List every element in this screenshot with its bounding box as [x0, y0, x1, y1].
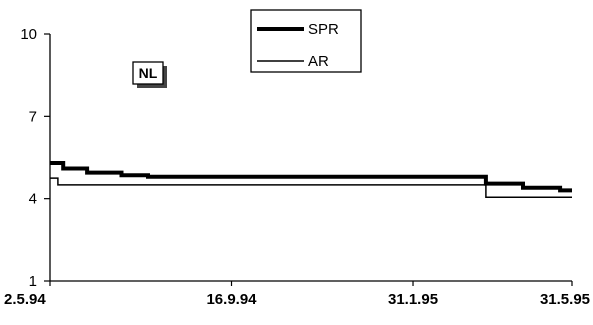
series-line-ar — [50, 178, 572, 197]
x-tick-label: 2.5.94 — [4, 291, 46, 308]
x-tick-label: 31.1.95 — [388, 291, 438, 308]
y-tick-label: 4 — [29, 191, 37, 208]
legend: SPR AR — [251, 10, 361, 72]
y-tick-label: 7 — [29, 108, 37, 125]
chart-badge: NL — [133, 62, 167, 88]
y-tick-label: 10 — [20, 26, 37, 43]
x-tick-label: 16.9.94 — [206, 291, 257, 308]
legend-label-ar: AR — [308, 53, 329, 70]
badge-label: NL — [139, 65, 158, 81]
y-tick-label: 1 — [29, 273, 37, 290]
x-axis: 2.5.94 16.9.94 31.1.95 31.5.95 — [4, 281, 590, 308]
series-layer — [50, 163, 572, 197]
legend-box — [251, 10, 361, 72]
y-axis: 1 4 7 10 — [20, 26, 50, 290]
series-line-spr — [50, 163, 572, 190]
legend-label-spr: SPR — [308, 21, 339, 38]
x-tick-label: 31.5.95 — [540, 291, 590, 308]
